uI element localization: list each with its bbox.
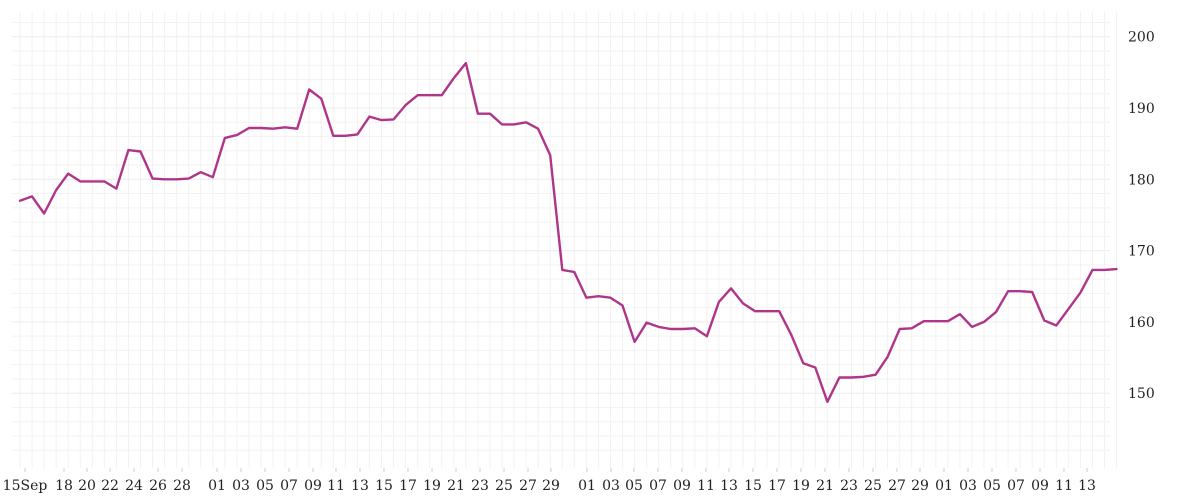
x-tick-label: 26 (149, 478, 167, 494)
x-tick-label: 07 (280, 478, 298, 494)
x-tick-label: 01 (578, 478, 596, 494)
x-tick-label: 11 (697, 478, 715, 494)
x-tick-label: 09 (304, 478, 322, 494)
x-tick-label: 15Sep (3, 478, 48, 494)
y-axis: 150 160 170 180 190 200 (1128, 30, 1155, 403)
x-tick-label: 17 (768, 478, 786, 494)
x-tick-label: 28 (173, 478, 191, 494)
x-tick-label: 18 (55, 478, 73, 494)
x-tick-label: 29 (542, 478, 560, 494)
x-tick-label: 07 (649, 478, 667, 494)
x-tick-label: 09 (673, 478, 691, 494)
x-tick-label: 07 (1007, 478, 1025, 494)
x-tick-label: 25 (864, 478, 882, 494)
series-layer (18, 61, 1118, 403)
x-tick-label: 15 (375, 478, 393, 494)
y-tick-label: 170 (1128, 244, 1155, 260)
x-tick-label: 03 (232, 478, 250, 494)
gridlines (12, 12, 1118, 468)
x-tick-label: 19 (792, 478, 810, 494)
x-tick-label: 13 (1078, 478, 1096, 494)
x-tick-label: 22 (101, 478, 119, 494)
series-line (18, 61, 1118, 403)
y-tick-label: 180 (1128, 172, 1155, 188)
x-tick-label: 05 (256, 478, 274, 494)
x-tick-label: 01 (935, 478, 953, 494)
x-tick-label: 13 (351, 478, 369, 494)
x-tick-label: 11 (327, 478, 345, 494)
x-tick-label: 23 (471, 478, 489, 494)
x-tick-label: 09 (1031, 478, 1049, 494)
x-tick-label: 19 (423, 478, 441, 494)
x-tick-label: 20 (78, 478, 96, 494)
x-tick-label: 27 (519, 478, 537, 494)
x-axis: 15Sep 18 20 22 24 26 28 01 03 05 07 09 11 13 15 17 19 21 2… (3, 468, 1096, 494)
x-tick-label: 15 (744, 478, 762, 494)
x-tick-label: 29 (911, 478, 929, 494)
x-tick-label: 21 (816, 478, 834, 494)
x-tick-label: 05 (983, 478, 1001, 494)
y-tick-label: 150 (1128, 386, 1155, 402)
x-tick-label: 03 (959, 478, 977, 494)
y-tick-label: 190 (1128, 101, 1155, 117)
x-tick-label: 27 (888, 478, 906, 494)
x-tick-label: 05 (625, 478, 643, 494)
y-tick-label: 200 (1128, 30, 1155, 46)
x-tick-label: 21 (447, 478, 465, 494)
x-tick-label: 23 (840, 478, 858, 494)
x-tick-label: 11 (1055, 478, 1073, 494)
x-tick-label: 24 (125, 478, 143, 494)
x-tick-label: 03 (602, 478, 620, 494)
y-tick-label: 160 (1128, 315, 1155, 331)
x-tick-label: 17 (399, 478, 417, 494)
x-tick-label: 13 (720, 478, 738, 494)
x-tick-label: 25 (495, 478, 513, 494)
x-tick-label: 01 (208, 478, 226, 494)
